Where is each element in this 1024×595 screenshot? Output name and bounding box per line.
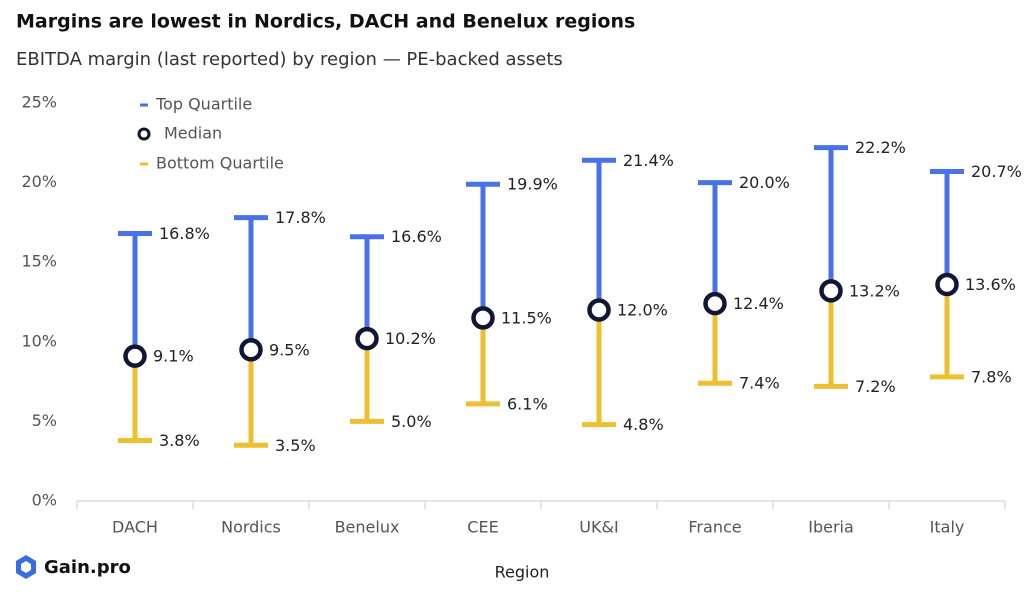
x-tick-label: Nordics [221, 518, 281, 537]
legend-marker [137, 127, 151, 141]
chart-subtitle: EBITDA margin (last reported) by region … [16, 49, 563, 70]
value-label: 3.5% [275, 436, 316, 455]
x-tick-label: DACH [112, 518, 158, 537]
value-label: 5.0% [391, 412, 432, 431]
x-tick-label: CEE [467, 518, 498, 537]
y-tick-label: 5% [32, 411, 57, 430]
median-dot [471, 306, 495, 330]
value-label: 16.8% [159, 224, 210, 243]
median-dot [239, 338, 263, 362]
value-label: 3.8% [159, 431, 200, 450]
chart-title: Margins are lowest in Nordics, DACH and … [16, 11, 635, 33]
x-tick-label: France [688, 518, 741, 537]
value-label: 4.8% [623, 415, 664, 434]
median-dot [355, 326, 379, 351]
value-label: 7.4% [739, 374, 780, 393]
value-label: 9.1% [153, 347, 194, 366]
median-dot [703, 291, 727, 316]
value-label: 11.5% [501, 308, 552, 327]
value-label: 7.8% [971, 367, 1012, 386]
value-label: 21.4% [623, 151, 674, 170]
y-tick-label: 0% [32, 491, 57, 510]
x-tick-label: Iberia [808, 518, 854, 537]
median-dot [123, 344, 147, 368]
value-label: 16.6% [391, 227, 442, 246]
median-dot [819, 279, 843, 303]
value-label: 13.2% [849, 281, 900, 300]
value-label: 6.1% [507, 394, 548, 413]
value-label: 19.9% [507, 175, 558, 194]
legend-label: Top Quartile [155, 95, 252, 114]
x-tick-label: UK&I [579, 518, 618, 537]
legend-label: Bottom Quartile [156, 154, 284, 173]
value-label: 20.7% [971, 162, 1022, 181]
y-tick-label: 25% [21, 93, 57, 112]
value-label: 12.0% [617, 300, 668, 319]
x-tick-label: Benelux [335, 518, 400, 537]
value-label: 12.4% [733, 294, 784, 313]
x-tick-label: Italy [930, 518, 965, 537]
x-axis-title: Region [495, 563, 550, 582]
logo-text: Gain.pro [44, 557, 131, 578]
logo: Gain.pro [16, 555, 131, 579]
value-label: 9.5% [269, 340, 310, 359]
value-label: 20.0% [739, 173, 790, 192]
value-label: 10.2% [385, 329, 436, 348]
median-dot [587, 298, 611, 322]
y-tick-label: 20% [21, 172, 57, 191]
y-tick-label: 10% [21, 331, 57, 350]
legend-label: Median [164, 124, 222, 143]
median-dot [935, 272, 959, 297]
value-label: 17.8% [275, 208, 326, 227]
value-label: 22.2% [855, 138, 906, 157]
y-tick-label: 15% [21, 252, 57, 271]
value-label: 13.6% [965, 275, 1016, 294]
value-label: 7.2% [855, 377, 896, 396]
